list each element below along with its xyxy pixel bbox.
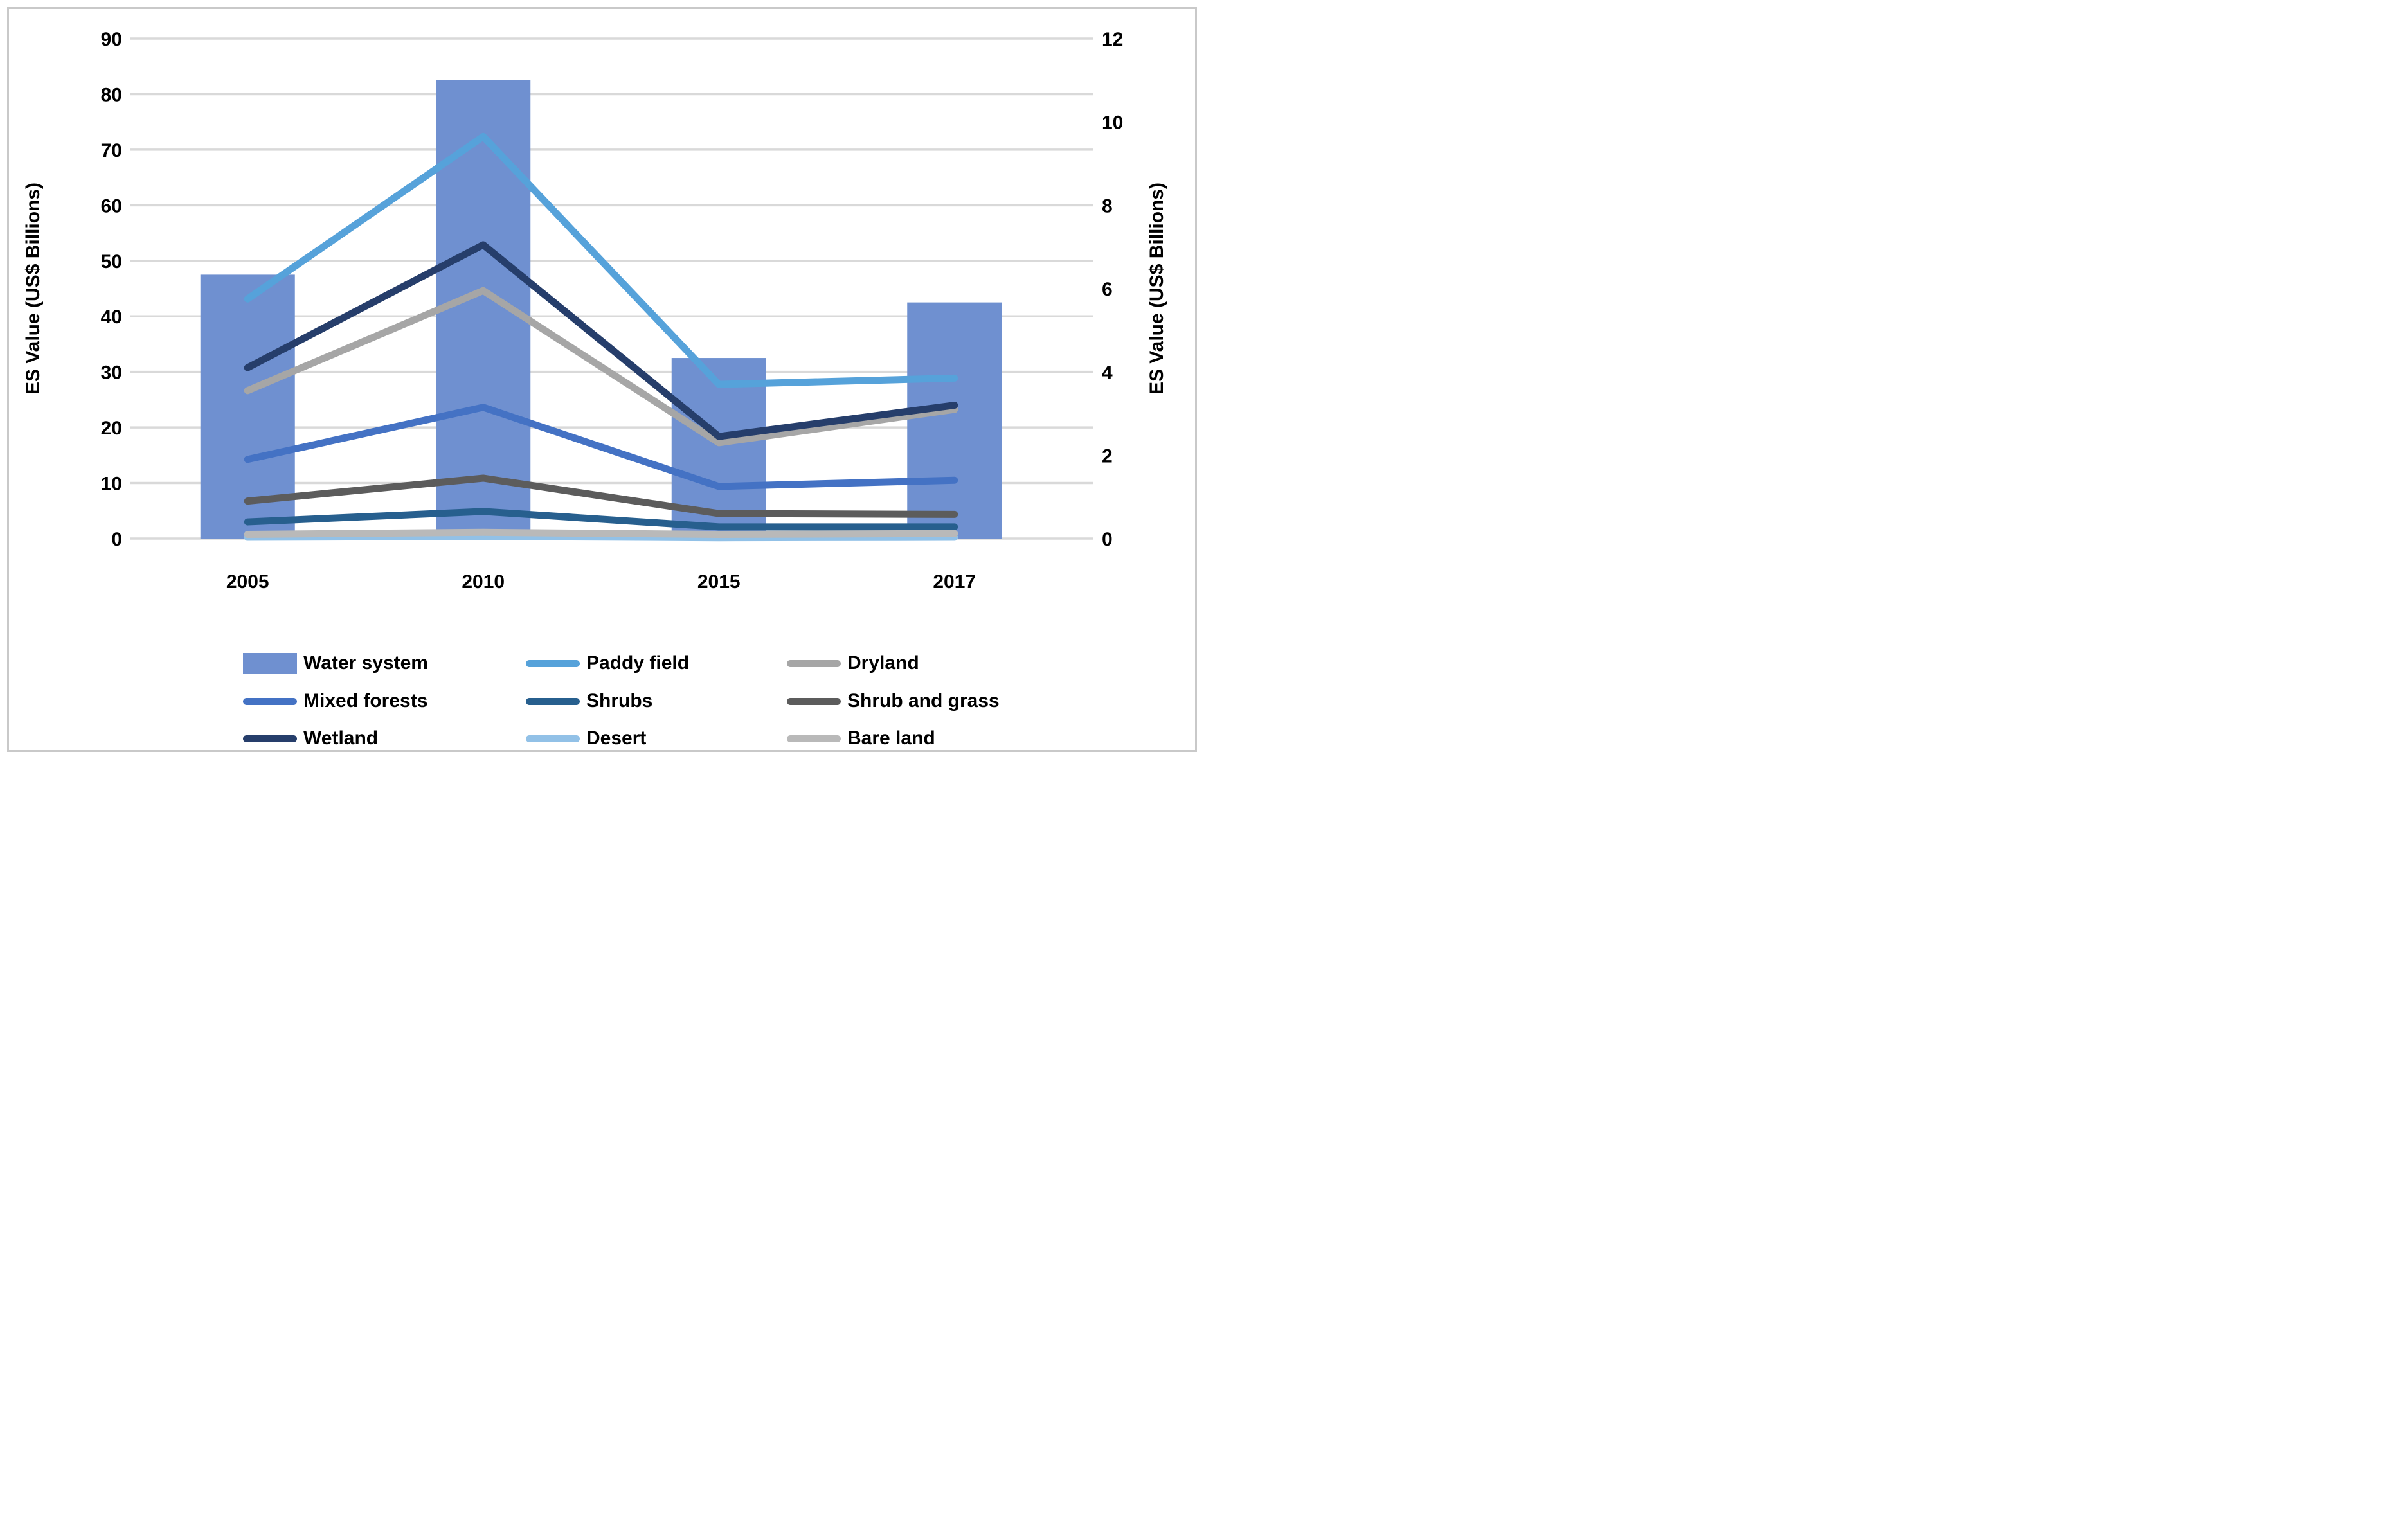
legend-swatch-wetland xyxy=(243,735,297,742)
legend-swatch-paddy-field xyxy=(526,659,580,667)
right-tick-label-6: 6 xyxy=(1102,279,1113,300)
line-mixed-forests xyxy=(244,404,958,490)
legend-item-shrub-and-grass: Shrub and grass xyxy=(787,688,1000,714)
legend-label-dryland: Dryland xyxy=(847,652,919,674)
left-tick-label-30: 30 xyxy=(101,362,122,384)
legend-item-desert: Desert xyxy=(526,726,646,751)
right-tick-label-0: 0 xyxy=(1102,529,1113,550)
left-tick-label-0: 0 xyxy=(111,529,122,550)
x-label-2015: 2015 xyxy=(697,571,741,593)
legend-swatch-water-system xyxy=(243,652,297,674)
x-label-2005: 2005 xyxy=(226,571,269,593)
x-label-2010: 2010 xyxy=(462,571,505,593)
legend-item-shrubs: Shrubs xyxy=(526,688,652,714)
left-tick-label-60: 60 xyxy=(101,195,122,217)
legend-item-wetland: Wetland xyxy=(243,726,378,751)
legend-swatch-dryland xyxy=(787,659,841,667)
legend-label-shrub-and-grass: Shrub and grass xyxy=(847,690,1000,711)
legend-item-mixed-forests: Mixed forests xyxy=(243,688,427,714)
right-tick-label-10: 10 xyxy=(1102,112,1123,134)
left-tick-label-20: 20 xyxy=(101,418,122,439)
left-tick-label-90: 90 xyxy=(101,29,122,50)
line-shrub-and-grass xyxy=(244,474,958,518)
left-axis-title: ES Value (US$ Billions) xyxy=(22,182,44,395)
legend-label-wetland: Wetland xyxy=(303,728,379,749)
legend-item-water-system: Water system xyxy=(243,650,428,676)
legend-label-desert: Desert xyxy=(586,728,647,749)
left-tick-label-10: 10 xyxy=(101,474,122,495)
left-tick-label-40: 40 xyxy=(101,307,122,328)
right-tick-label-2: 2 xyxy=(1102,445,1113,467)
legend-label-bare-land: Bare land xyxy=(847,728,935,749)
right-tick-label-12: 12 xyxy=(1102,29,1123,50)
legend-label-shrubs: Shrubs xyxy=(586,690,653,711)
line-bare-land xyxy=(244,528,958,539)
legend-swatch-bare-land xyxy=(787,735,841,742)
legend-swatch-shrub-and-grass xyxy=(787,697,841,705)
legend-label-water-system: Water system xyxy=(303,652,428,674)
line-shrubs xyxy=(244,508,958,531)
line-desert xyxy=(244,533,958,542)
legend-swatch-desert xyxy=(526,735,580,742)
right-tick-label-4: 4 xyxy=(1102,362,1113,384)
combo-chart: 0 10 20 30 40 50 60 70 80 90 0 2 4 6 8 10 12 2005 2010 2015… xyxy=(101,29,1124,593)
chart-figure: 0 10 20 30 40 50 60 70 80 90 0 2 4 6 8 10 12 2005 2010 2015… xyxy=(0,0,1204,759)
left-tick-label-70: 70 xyxy=(101,140,122,161)
legend-label-paddy-field: Paddy field xyxy=(586,652,690,674)
legend-label-mixed-forests: Mixed forests xyxy=(303,690,428,711)
bar-water-system-2017 xyxy=(907,302,1002,539)
right-tick-label-8: 8 xyxy=(1102,195,1113,217)
x-label-2017: 2017 xyxy=(933,571,976,593)
left-tick-label-50: 50 xyxy=(101,251,122,272)
line-dryland xyxy=(244,287,958,447)
legend-swatch-mixed-forests xyxy=(243,697,297,705)
legend-swatch-shrubs xyxy=(526,697,580,705)
legend-item-paddy-field: Paddy field xyxy=(526,650,689,676)
right-axis-title: ES Value (US$ Billions) xyxy=(1146,182,1167,395)
line-paddy-field xyxy=(244,132,958,388)
left-tick-label-80: 80 xyxy=(101,84,122,105)
line-wetland xyxy=(244,241,958,440)
legend-item-bare-land: Bare land xyxy=(787,726,935,751)
legend-item-dryland: Dryland xyxy=(787,650,919,676)
